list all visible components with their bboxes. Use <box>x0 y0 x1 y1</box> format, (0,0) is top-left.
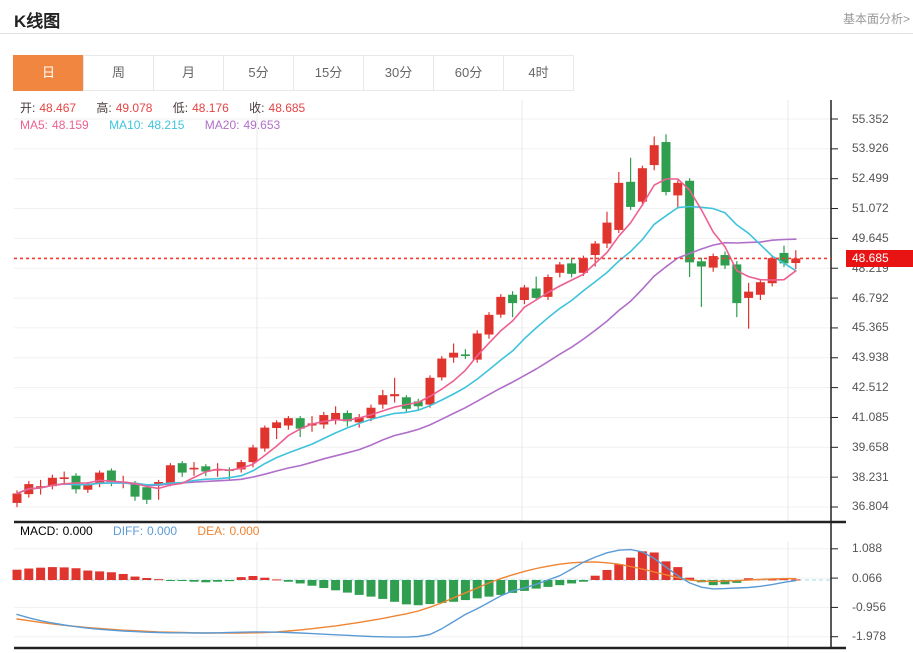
ma5-value: 48.159 <box>52 118 89 132</box>
price-tick: 49.645 <box>852 230 889 245</box>
price-tick: 45.365 <box>852 320 889 335</box>
macd-tick: -0.956 <box>852 599 887 614</box>
tab-4时[interactable]: 4时 <box>503 55 574 91</box>
price-tick: 55.352 <box>852 111 889 126</box>
macd-tick: 0.066 <box>852 570 883 585</box>
low-value: 48.176 <box>192 101 229 115</box>
diff-label: DIFF: <box>113 524 144 538</box>
price-tick: 53.926 <box>852 141 889 156</box>
page-title: K线图 <box>14 12 61 31</box>
price-tick: 41.085 <box>852 409 889 424</box>
high-label: 高: <box>96 101 112 115</box>
ma5-label: MA5: <box>20 118 49 132</box>
tab-5分[interactable]: 5分 <box>223 55 294 91</box>
close-label: 收: <box>249 101 265 115</box>
macd-value: 0.000 <box>62 524 93 538</box>
low-label: 低: <box>172 101 189 115</box>
tab-周[interactable]: 周 <box>83 55 154 91</box>
ohlc-legend: 开: 48.467 高: 49.078 低: 48.176 收: 48.685 <box>20 99 309 116</box>
high-value: 49.078 <box>115 101 153 115</box>
price-tick: 46.792 <box>852 290 889 305</box>
macd-tick: 1.088 <box>852 541 883 556</box>
ma20-label: MA20: <box>204 118 240 132</box>
kline-chart[interactable] <box>0 90 913 653</box>
current-price-badge: 48.685 <box>846 249 913 267</box>
price-tick: 43.938 <box>852 350 889 365</box>
chart-area[interactable]: 开: 48.467 高: 49.078 低: 48.176 收: 48.685 MA5:… <box>0 90 913 653</box>
macd-legend: MACD: 0.000 DIFF: 0.000 DEA: 0.000 <box>20 524 263 538</box>
macd-label: MACD: <box>20 524 59 538</box>
ma10-label: MA10: <box>109 118 144 132</box>
price-tick: 39.658 <box>852 439 889 454</box>
price-tick: 42.512 <box>852 380 889 395</box>
price-tick: 38.231 <box>852 469 889 484</box>
tab-30分[interactable]: 30分 <box>363 55 434 91</box>
ma20-value: 49.653 <box>243 118 281 132</box>
price-tick: 36.804 <box>852 499 889 514</box>
price-tick: 52.499 <box>852 171 889 186</box>
macd-tick: -1.978 <box>852 629 887 644</box>
tab-15分[interactable]: 15分 <box>293 55 364 91</box>
tab-月[interactable]: 月 <box>153 55 224 91</box>
price-tick: 51.072 <box>852 201 889 216</box>
fundamental-analysis-link[interactable]: 基本面分析> <box>842 12 910 26</box>
period-tab-bar: 日周月 5分 15分 30分 60分 4时 <box>13 55 574 91</box>
ma10-value: 48.215 <box>147 118 185 132</box>
open-value: 48.467 <box>39 101 77 115</box>
tab-日[interactable]: 日 <box>13 55 84 91</box>
close-value: 48.685 <box>268 101 306 115</box>
tab-60分[interactable]: 60分 <box>433 55 504 91</box>
open-label: 开: <box>20 101 36 115</box>
dea-value: 0.000 <box>229 524 260 538</box>
dea-label: DEA: <box>197 524 226 538</box>
ma-legend: MA5: 48.159 MA10: 48.215 MA20: 49.653 <box>20 118 284 132</box>
header-divider <box>0 33 913 34</box>
diff-value: 0.000 <box>147 524 178 538</box>
